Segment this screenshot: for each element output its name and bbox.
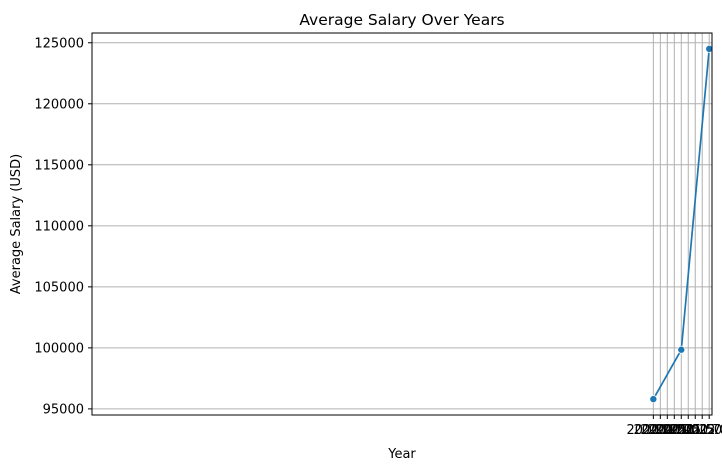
y-tick-label: 125000	[34, 36, 84, 51]
y-tick-label: 95000	[43, 402, 84, 417]
y-tick-label: 105000	[34, 280, 84, 295]
data-point	[705, 44, 714, 53]
y-axis: 95000 100000 105000 110000 115000 120000 12500…	[34, 36, 92, 417]
grid	[92, 33, 712, 415]
x-tick-label: 2020.50	[640, 423, 694, 438]
data-point	[649, 395, 658, 404]
x-tick-label: 2021.50	[668, 423, 722, 438]
series-layer	[649, 44, 714, 404]
x-tick-label: 2020.25	[633, 423, 687, 438]
data-point	[677, 345, 686, 354]
x-axis-label: Year	[387, 447, 416, 462]
x-tick-label: 2020.00	[626, 423, 680, 438]
x-tick-label: 2020.75	[647, 423, 701, 438]
x-tick-label: 2021.75	[675, 423, 722, 438]
x-tick-label: 2021.00	[654, 423, 708, 438]
plot-frame	[91, 32, 713, 416]
x-tick-label: 2021.25	[661, 423, 715, 438]
y-axis-label: Average Salary (USD)	[9, 154, 24, 294]
y-tick-label: 120000	[34, 97, 84, 112]
y-tick-label: 110000	[34, 219, 84, 234]
x-tick-label: 2022.00	[682, 423, 722, 438]
y-tick-label: 115000	[34, 158, 84, 173]
chart-title: Average Salary Over Years	[299, 11, 504, 29]
x-axis: 2020.002020.252020.502020.752021.002021.…	[626, 415, 722, 438]
y-tick-label: 100000	[34, 341, 84, 356]
